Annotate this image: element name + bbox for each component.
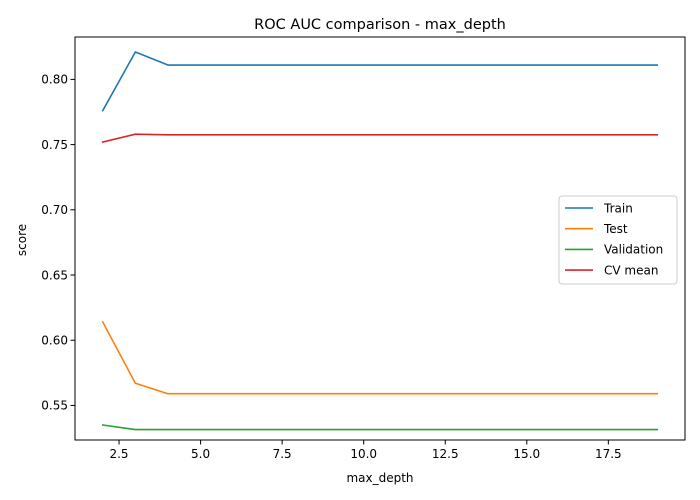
legend-label: CV mean <box>604 263 658 277</box>
series-line-test <box>101 320 659 395</box>
y-axis-label: score <box>15 224 29 256</box>
x-tick-label: 10.0 <box>350 447 377 461</box>
legend-label: Train <box>603 201 633 215</box>
y-tick-label: 0.75 <box>41 138 68 152</box>
x-tick-label: 7.5 <box>273 447 292 461</box>
chart-title: ROC AUC comparison - max_depth <box>254 17 506 33</box>
y-tick-label: 0.80 <box>41 73 68 87</box>
x-tick-label: 5.0 <box>191 447 210 461</box>
series-layer <box>101 51 659 431</box>
legend-label: Validation <box>604 243 663 257</box>
series-line-cv-mean <box>101 133 659 143</box>
plot-frame <box>74 36 686 441</box>
x-tick-label: 2.5 <box>109 447 128 461</box>
legend-box <box>558 195 678 285</box>
y-tick-label: 0.65 <box>41 268 68 282</box>
x-tick-label: 17.5 <box>595 447 622 461</box>
x-axis: 2.5 5.0 7.5 10.0 12.5 15.0 17.5 <box>109 440 622 461</box>
legend-label: Test <box>603 222 628 236</box>
series-line-train <box>101 51 659 112</box>
x-axis-label: max_depth <box>346 471 413 485</box>
y-axis: 0.55 0.60 0.65 0.70 0.75 0.80 <box>41 73 75 413</box>
series-line-validation <box>101 424 659 431</box>
y-tick-label: 0.70 <box>41 203 68 217</box>
x-tick-label: 12.5 <box>432 447 459 461</box>
y-tick-label: 0.55 <box>41 399 68 413</box>
x-tick-label: 15.0 <box>513 447 540 461</box>
y-tick-label: 0.60 <box>41 334 68 348</box>
legend: Train Test Validation CV mean <box>558 195 678 285</box>
